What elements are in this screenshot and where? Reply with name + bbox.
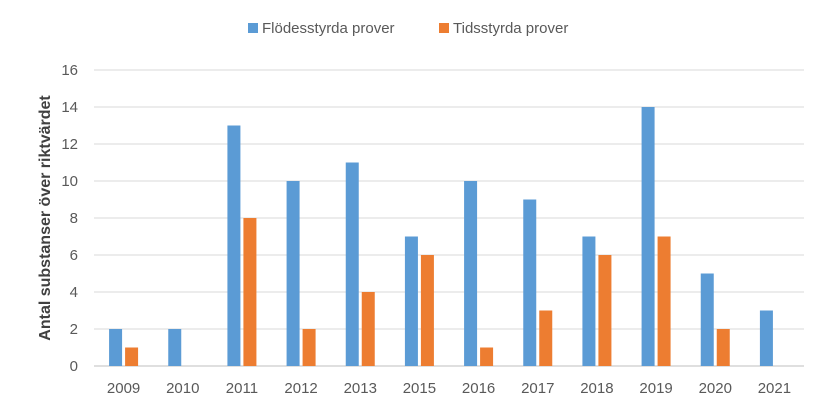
legend-swatch-flodesstyrda	[248, 23, 258, 33]
legend: Flödesstyrda prover Tidsstyrda prover	[248, 20, 568, 37]
bar-flodesstyrda-2019	[641, 107, 655, 366]
bar-tidsstyrda-2020	[716, 329, 730, 366]
y-tick-label: 16	[61, 62, 78, 79]
x-tick-labels: 2009 2010 2011 2012 2013 2015 2016 2017 2018 2019…	[107, 380, 791, 397]
bar-tidsstyrda-2018	[598, 255, 612, 366]
bar-tidsstyrda-2017	[539, 310, 553, 366]
bar-tidsstyrda-2013	[361, 292, 375, 366]
x-tick-label: 2012	[284, 380, 317, 397]
x-tick-label: 2009	[107, 380, 140, 397]
legend-swatch-tidsstyrda	[439, 23, 449, 33]
y-tick-label: 14	[61, 99, 78, 116]
x-tick-label: 2019	[639, 380, 672, 397]
x-tick-label: 2016	[462, 380, 495, 397]
bar-flodesstyrda-2017	[523, 199, 537, 366]
bar-flodesstyrda-2021	[759, 310, 773, 366]
bar-tidsstyrda-2009	[125, 347, 139, 366]
y-tick-label: 4	[70, 284, 78, 301]
x-tick-label: 2017	[521, 380, 554, 397]
x-tick-label: 2011	[226, 380, 258, 397]
y-tick-label: 0	[70, 358, 78, 375]
x-tick-label: 2021	[758, 380, 791, 397]
bar-flodesstyrda-2010	[168, 329, 182, 366]
bar-tidsstyrda-2012	[302, 329, 316, 366]
legend-label-tidsstyrda: Tidsstyrda prover	[453, 20, 568, 37]
x-tick-label: 2020	[699, 380, 732, 397]
bar-flodesstyrda-2013	[345, 162, 359, 366]
gridlines	[94, 69, 804, 367]
bar-flodesstyrda-2015	[404, 236, 418, 366]
bar-flodesstyrda-2018	[582, 236, 596, 366]
y-tick-label: 6	[70, 247, 78, 264]
bar-tidsstyrda-2016	[480, 347, 494, 366]
y-tick-label: 10	[61, 173, 78, 190]
y-tick-labels: 0 2 4 6 8 10 12 14 16	[61, 62, 78, 375]
x-tick-label: 2013	[344, 380, 377, 397]
y-axis-label: Antal substanser över riktvärdet	[37, 95, 54, 341]
bar-tidsstyrda-2011	[243, 218, 257, 366]
bar-flodesstyrda-2020	[700, 273, 714, 366]
x-tick-label: 2010	[166, 380, 199, 397]
bar-flodesstyrda-2009	[109, 329, 123, 366]
y-tick-label: 2	[70, 321, 78, 338]
x-tick-label: 2018	[580, 380, 613, 397]
bar-tidsstyrda-2019	[657, 236, 671, 366]
bar-flodesstyrda-2016	[464, 181, 478, 366]
bar-tidsstyrda-2015	[420, 255, 434, 366]
y-tick-label: 12	[61, 136, 78, 153]
bar-flodesstyrda-2012	[286, 181, 300, 366]
legend-label-flodesstyrda: Flödesstyrda prover	[262, 20, 395, 37]
y-tick-label: 8	[70, 210, 78, 227]
bar-flodesstyrda-2011	[227, 125, 241, 366]
x-tick-label: 2015	[403, 380, 436, 397]
bars	[109, 107, 773, 366]
